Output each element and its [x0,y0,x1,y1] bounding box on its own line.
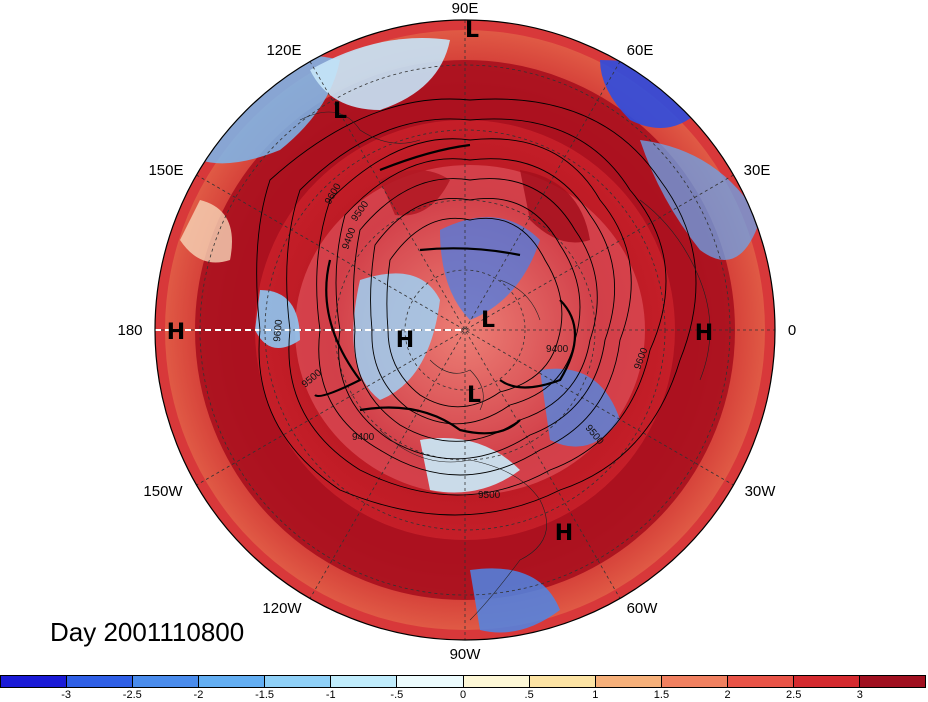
colorbar-tick-label: -2 [193,689,204,701]
colorbar-cell [1,676,68,687]
colorbar-tick-label: -3 [61,689,72,701]
lon-label-150w: 150W [143,483,183,500]
lon-label-60w: 60W [627,600,659,617]
colorbar-tick-label: -1.5 [255,689,275,701]
lon-label-180: 180 [117,322,142,339]
lon-label-30w: 30W [745,483,777,500]
contour-label: 9400 [352,432,375,443]
colorbar [0,675,926,688]
colorbar-cell [529,676,596,687]
geopotential-contours [256,98,697,516]
date-label: Day 2001110800 [50,617,245,647]
low-center: L [465,18,479,43]
colorbar-cell [133,676,200,687]
colorbar-tick-label: .5 [524,689,534,701]
high-center: H [695,321,713,346]
colorbar-cell [595,676,662,687]
lon-label-90w: 90W [450,646,482,663]
high-center: H [396,328,414,353]
colorbar-tick-label: 1 [592,689,599,701]
colorbar-cell [331,676,398,687]
colorbar-tick-label: 1.5 [653,689,670,701]
lon-label-60e: 60E [627,42,654,59]
high-center: H [167,320,185,345]
coastlines [299,111,711,621]
colorbar-tick-label: 2 [724,689,731,701]
colorbar-cell [727,676,794,687]
high-center: H [555,521,573,546]
low-center: L [467,383,481,408]
colorbar-tick-label: 3 [856,689,863,701]
colorbar-tick-label: -1 [325,689,336,701]
lon-label-0: 0 [788,322,796,339]
colorbar-tick-label: 0 [459,689,467,701]
contour-label: 9400 [546,344,569,355]
colorbar-cell [793,676,861,687]
lon-label-120w: 120W [262,600,302,617]
lon-label-30e: 30E [744,162,771,179]
low-center: L [481,308,495,333]
colorbar-cell [199,676,266,687]
colorbar-cell [463,676,530,687]
lon-label-120e: 120E [266,42,301,59]
contour-label: 9500 [478,490,501,501]
colorbar-cell [397,676,464,687]
colorbar-cell [67,676,134,687]
map-boundary [154,19,776,641]
lon-label-90e: 90E [452,0,479,17]
contour-label: 9600 [272,319,285,343]
colorbar-cell [860,676,926,687]
colorbar-tick-label: -.5 [390,689,404,701]
low-center: L [333,99,347,124]
polar-map: 90E 60E 30E 0 30W 60W 90W 120W 150W 180 … [117,0,796,663]
colorbar-cell [661,676,728,687]
colorbar-cell [265,676,332,687]
lon-label-150e: 150E [148,162,183,179]
colorbar-tick-label: 2.5 [786,689,802,701]
colorbar-tick-label: -2.5 [122,689,142,701]
colorbar-labels: -3 -2.5 -2 -1.5 -1 -.5 0 .5 1 1.5 2 2.5 3 [0,689,928,702]
